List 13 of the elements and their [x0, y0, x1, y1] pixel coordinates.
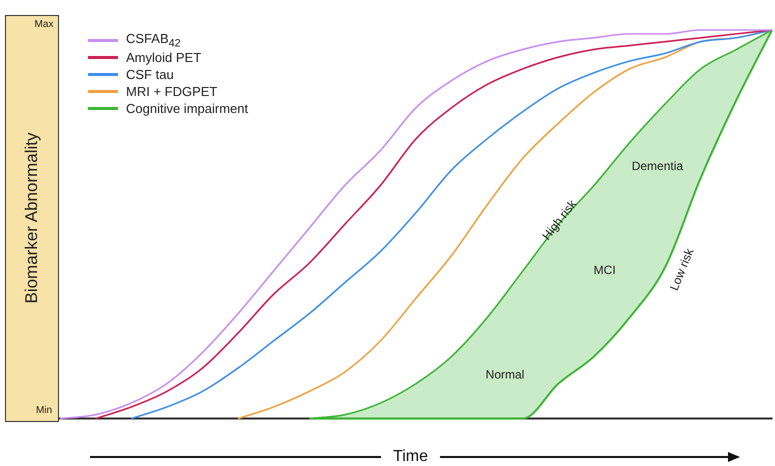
legend-label: CSFAB$_{42}$	[126, 31, 181, 50]
annotation: Normal	[486, 367, 524, 382]
legend-label: Amyloid PET	[126, 50, 202, 65]
text: Min	[36, 404, 52, 416]
x-axis-title: Time	[393, 448, 428, 466]
text: Max	[34, 18, 54, 30]
legend-label: Cognitive impairment	[126, 101, 248, 116]
annotation: MCI	[594, 263, 616, 278]
legend-label: MRI + FDGPET	[126, 84, 218, 99]
y-axis-title: Biomarker Abnormality	[22, 132, 42, 304]
legend-label: CSF tau	[126, 67, 174, 82]
annotation: Low risk	[666, 246, 697, 293]
annotation: Dementia	[632, 159, 684, 174]
